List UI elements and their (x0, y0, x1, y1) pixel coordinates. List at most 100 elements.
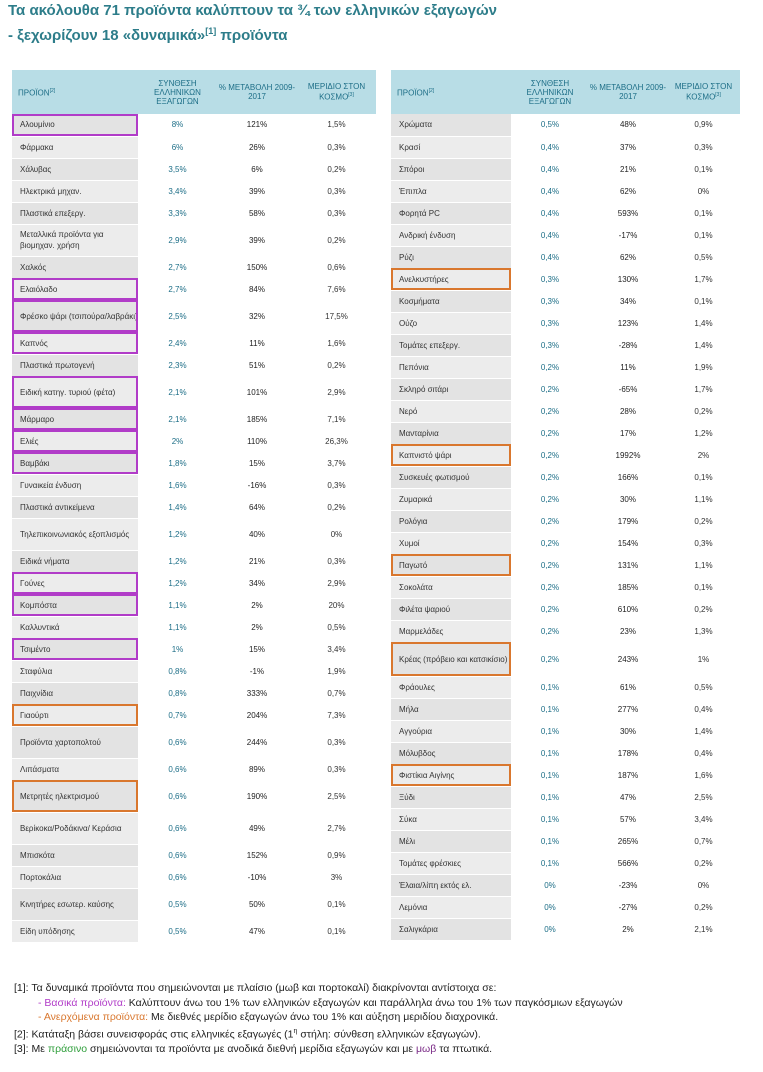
table-row: Σταφύλια 0,8% -1% 1,9% (12, 660, 376, 683)
table-row: Σπόροι 0,4% 21% 0,1% (391, 158, 740, 181)
table-header-row: ΠΡΟΪΟΝ[2] ΣΥΝΘΕΣΗ ΕΛΛΗΝΙΚΩΝ ΕΞΑΓΩΓΩΝ % Μ… (391, 70, 740, 114)
table-row: Καλλυντικά 1,1% 2% 0,5% (12, 616, 376, 639)
change-cell: 110% (217, 430, 297, 453)
change-cell: 101% (217, 376, 297, 409)
change-cell: 34% (217, 572, 297, 595)
share-cell: 17,5% (297, 300, 376, 333)
table-row: Αλουμίνιο 8% 121% 1,5% (12, 114, 376, 137)
product-name-cell: Καπνιστό ψάρι (391, 444, 511, 467)
share-cell: 0,3% (667, 136, 740, 159)
product-name-cell: Τηλεπικοινωνιακός εξοπλισμός (12, 518, 138, 551)
share-cell: 1,5% (297, 114, 376, 137)
product-name-cell: Κρασί (391, 136, 511, 159)
table-row: Λιπάσματα 0,6% 89% 0,3% (12, 758, 376, 781)
table-row: Φράουλες 0,1% 61% 0,5% (391, 676, 740, 699)
product-name-cell: Νερό (391, 400, 511, 423)
composition-cell: 0,3% (511, 290, 589, 313)
left-table-body: Αλουμίνιο 8% 121% 1,5% Φάρμακα 6% 26% 0,3% Χάλυβ… (12, 114, 376, 943)
table-row: Παιχνίδια 0,8% 333% 0,7% (12, 682, 376, 705)
table-row: Σαλιγκάρια 0% 2% 2,1% (391, 918, 740, 941)
title-line-2-end: προϊόντα (216, 27, 288, 44)
product-name-cell: Βερίκοκα/Ροδάκινα/ Κεράσια (12, 812, 138, 845)
table-row: Τηλεπικοινωνιακός εξοπλισμός 1,2% 40% 0% (12, 518, 376, 551)
change-cell: 150% (217, 256, 297, 279)
share-cell: 3% (297, 866, 376, 889)
change-cell: 32% (217, 300, 297, 333)
share-cell: 0,2% (667, 896, 740, 919)
table-row: Μετρητές ηλεκτρισμού 0,6% 190% 2,5% (12, 780, 376, 813)
table-row: Σοκολάτα 0,2% 185% 0,1% (391, 576, 740, 599)
composition-cell: 1,2% (138, 550, 217, 573)
product-name-cell: Πλαστικά επεξεργ. (12, 202, 138, 225)
share-cell: 0% (667, 180, 740, 203)
table-row: Μαρμελάδες 0,2% 23% 1,3% (391, 620, 740, 643)
table-row: Ειδικά νήματα 1,2% 21% 0,3% (12, 550, 376, 573)
share-cell: 0,1% (667, 224, 740, 247)
share-cell: 0,3% (297, 550, 376, 573)
change-cell: 61% (589, 676, 667, 699)
share-cell: 0,2% (667, 400, 740, 423)
table-row: Σύκα 0,1% 57% 3,4% (391, 808, 740, 831)
composition-cell: 0,1% (511, 742, 589, 765)
header-share-label: ΜΕΡΙΔΙΟ ΣΤΟΝ ΚΟΣΜΟ (674, 82, 733, 102)
product-name-cell: Έπιπλα (391, 180, 511, 203)
share-cell: 0,3% (297, 758, 376, 781)
share-cell: 1,9% (297, 660, 376, 683)
left-products-table: ΠΡΟΪΟΝ[2] ΣΥΝΘΕΣΗ ΕΛΛΗΝΙΚΩΝ ΕΞΑΓΩΓΩΝ % Μ… (12, 70, 376, 943)
change-cell: 566% (589, 852, 667, 875)
change-cell: -23% (589, 874, 667, 897)
share-cell: 0,2% (667, 852, 740, 875)
header-change: % ΜΕΤΑΒΟΛΗ 2009-2017 (589, 70, 667, 114)
change-cell: 37% (589, 136, 667, 159)
footnote-2: [2]: Κατάταξη βάσει συνεισφοράς στις ελλ… (14, 1025, 754, 1042)
header-share: ΜΕΡΙΔΙΟ ΣΤΟΝ ΚΟΣΜΟ[3] (667, 70, 740, 114)
table-row: Κομπόστα 1,1% 2% 20% (12, 594, 376, 617)
share-cell: 0,7% (297, 682, 376, 705)
header-product-label: ΠΡΟΪΟΝ (397, 88, 429, 98)
change-cell: -65% (589, 378, 667, 401)
change-cell: 187% (589, 764, 667, 787)
table-row: Μεταλλικά προϊόντα για βιομηχαν. χρήση 2,… (12, 224, 376, 257)
table-row: Νερό 0,2% 28% 0,2% (391, 400, 740, 423)
header-share-footnote: [3] (348, 92, 354, 99)
composition-cell: 1,4% (138, 496, 217, 519)
share-cell: 0,7% (667, 830, 740, 853)
composition-cell: 0,1% (511, 808, 589, 831)
change-cell: 204% (217, 704, 297, 727)
change-cell: -28% (589, 334, 667, 357)
composition-cell: 0,6% (138, 726, 217, 759)
product-name-cell: Είδη υπόδησης (12, 920, 138, 943)
change-cell: 57% (589, 808, 667, 831)
table-row: Γούνες 1,2% 34% 2,9% (12, 572, 376, 595)
composition-cell: 2,7% (138, 256, 217, 279)
share-cell: 2,5% (667, 786, 740, 809)
product-name-cell: Κοσμήματα (391, 290, 511, 313)
product-name-cell: Μετρητές ηλεκτρισμού (12, 780, 138, 813)
share-cell: 0,2% (297, 224, 376, 257)
composition-cell: 0% (511, 918, 589, 941)
composition-cell: 0,3% (511, 334, 589, 357)
product-name-cell: Καλλυντικά (12, 616, 138, 639)
composition-cell: 0,5% (138, 920, 217, 943)
share-cell: 1,1% (667, 488, 740, 511)
footnote-1a-text: Καλύπτουν άνω του 1% των ελληνικών εξαγω… (125, 996, 623, 1009)
table-row: Έπιπλα 0,4% 62% 0% (391, 180, 740, 203)
table-row: Φιλέτα ψαριού 0,2% 610% 0,2% (391, 598, 740, 621)
share-cell: 2,9% (297, 572, 376, 595)
product-name-cell: Συσκευές φωτισμού (391, 466, 511, 489)
product-name-cell: Παιχνίδια (12, 682, 138, 705)
change-cell: 62% (589, 246, 667, 269)
change-cell: 39% (217, 180, 297, 203)
change-cell: 2% (217, 594, 297, 617)
product-name-cell: Ζυμαρικά (391, 488, 511, 511)
product-name-cell: Φορητά PC (391, 202, 511, 225)
footnotes: [1]: Τα δυναμικά προϊόντα που σημειώνοντ… (14, 981, 754, 1056)
product-name-cell: Σταφύλια (12, 660, 138, 683)
title-line-2: - ξεχωρίζουν 18 «δυναμικά»[1] προϊόντα (8, 21, 748, 46)
product-name-cell: Φράουλες (391, 676, 511, 699)
change-cell: 1992% (589, 444, 667, 467)
composition-cell: 0,2% (511, 400, 589, 423)
change-cell: 28% (589, 400, 667, 423)
composition-cell: 0,6% (138, 844, 217, 867)
share-cell: 0,2% (667, 510, 740, 533)
